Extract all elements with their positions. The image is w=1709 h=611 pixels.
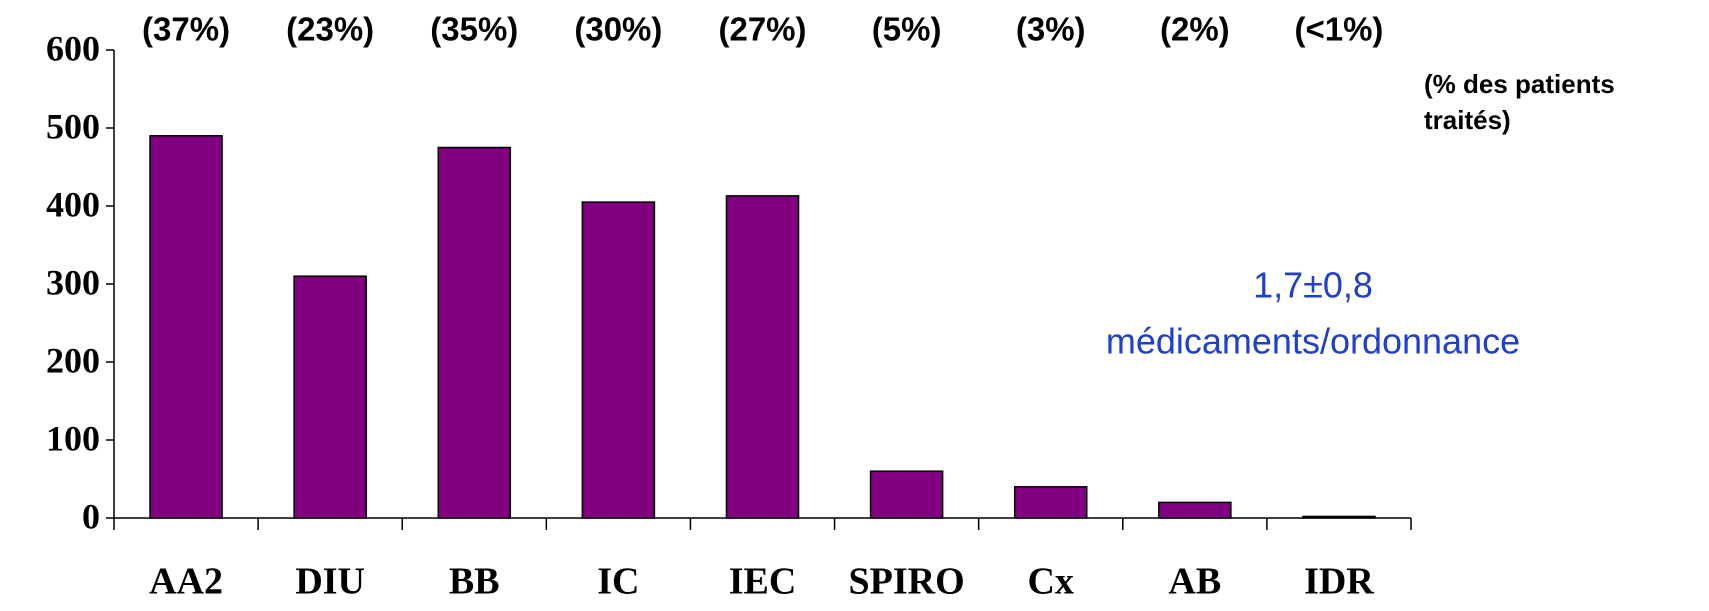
bar	[149, 135, 223, 519]
note: 1,7±0,8	[1253, 265, 1373, 306]
annotation-title: (% des patients	[1424, 69, 1615, 99]
category-annotation: (23%)	[286, 11, 374, 48]
y-tick-label: 300	[46, 262, 100, 302]
bar	[581, 201, 656, 519]
category-annotation: (2%)	[1160, 11, 1230, 48]
category-annotation: (<1%)	[1294, 11, 1383, 48]
category-annotation: (37%)	[142, 11, 230, 48]
bar	[725, 195, 800, 519]
y-tick-label: 500	[46, 106, 100, 146]
category-annotation: (35%)	[430, 11, 518, 48]
bar	[1013, 486, 1088, 519]
x-tick-label: AB	[1168, 561, 1221, 603]
bar	[869, 470, 944, 519]
category-annotation: (27%)	[718, 11, 806, 48]
y-tick-label: 100	[46, 418, 100, 458]
category-annotation: (3%)	[1016, 11, 1086, 48]
x-tick-label: BB	[449, 561, 500, 603]
bar	[437, 146, 512, 519]
category-annotation: (5%)	[872, 11, 942, 48]
x-tick-label: AA2	[149, 561, 223, 603]
y-tick-label: 400	[46, 184, 100, 224]
annotation-title: traités)	[1424, 105, 1511, 135]
x-tick-label: IC	[597, 561, 639, 603]
x-tick-label: Cx	[1027, 561, 1073, 603]
category-annotation: (30%)	[574, 11, 662, 48]
x-tick-label: IDR	[1304, 561, 1374, 603]
y-tick-label: 0	[82, 496, 100, 536]
bar	[293, 275, 367, 519]
x-tick-label: DIU	[295, 561, 365, 603]
x-tick-label: IEC	[729, 561, 797, 603]
y-tick-label: 200	[46, 340, 100, 380]
x-tick-label: SPIRO	[849, 561, 965, 603]
note: médicaments/ordonnance	[1106, 321, 1520, 362]
bar	[1158, 501, 1232, 519]
bar	[1302, 515, 1376, 519]
y-tick-label: 600	[46, 28, 100, 68]
